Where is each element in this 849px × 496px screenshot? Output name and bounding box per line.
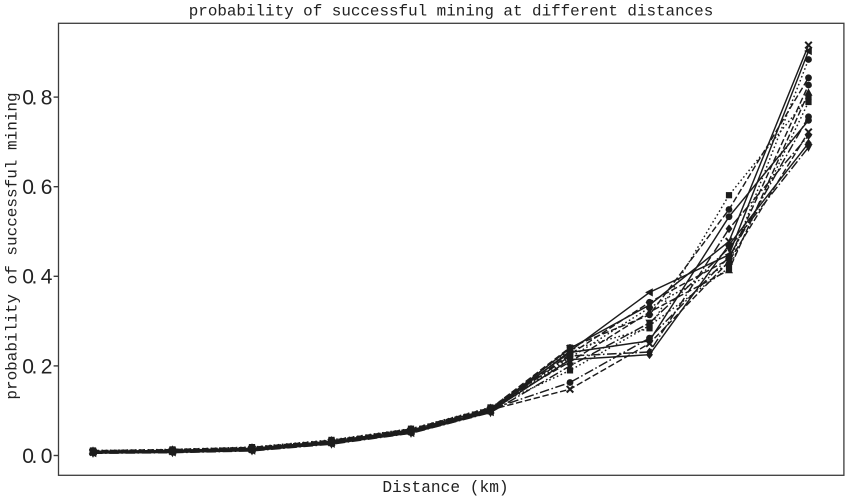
svg-text:0.2: 0. 2 xyxy=(22,355,52,378)
svg-text:probability of successful mini: probability of successful mining at diff… xyxy=(189,3,713,21)
svg-text:0.8: 0. 8 xyxy=(22,87,52,110)
svg-text:probability of successful mini: probability of successful mining xyxy=(4,92,22,399)
svg-text:0.4: 0. 4 xyxy=(22,266,52,289)
svg-text:0.6: 0. 6 xyxy=(22,176,52,199)
svg-text:0.0: 0. 0 xyxy=(22,445,52,468)
svg-text:Distance (km): Distance (km) xyxy=(382,479,508,496)
